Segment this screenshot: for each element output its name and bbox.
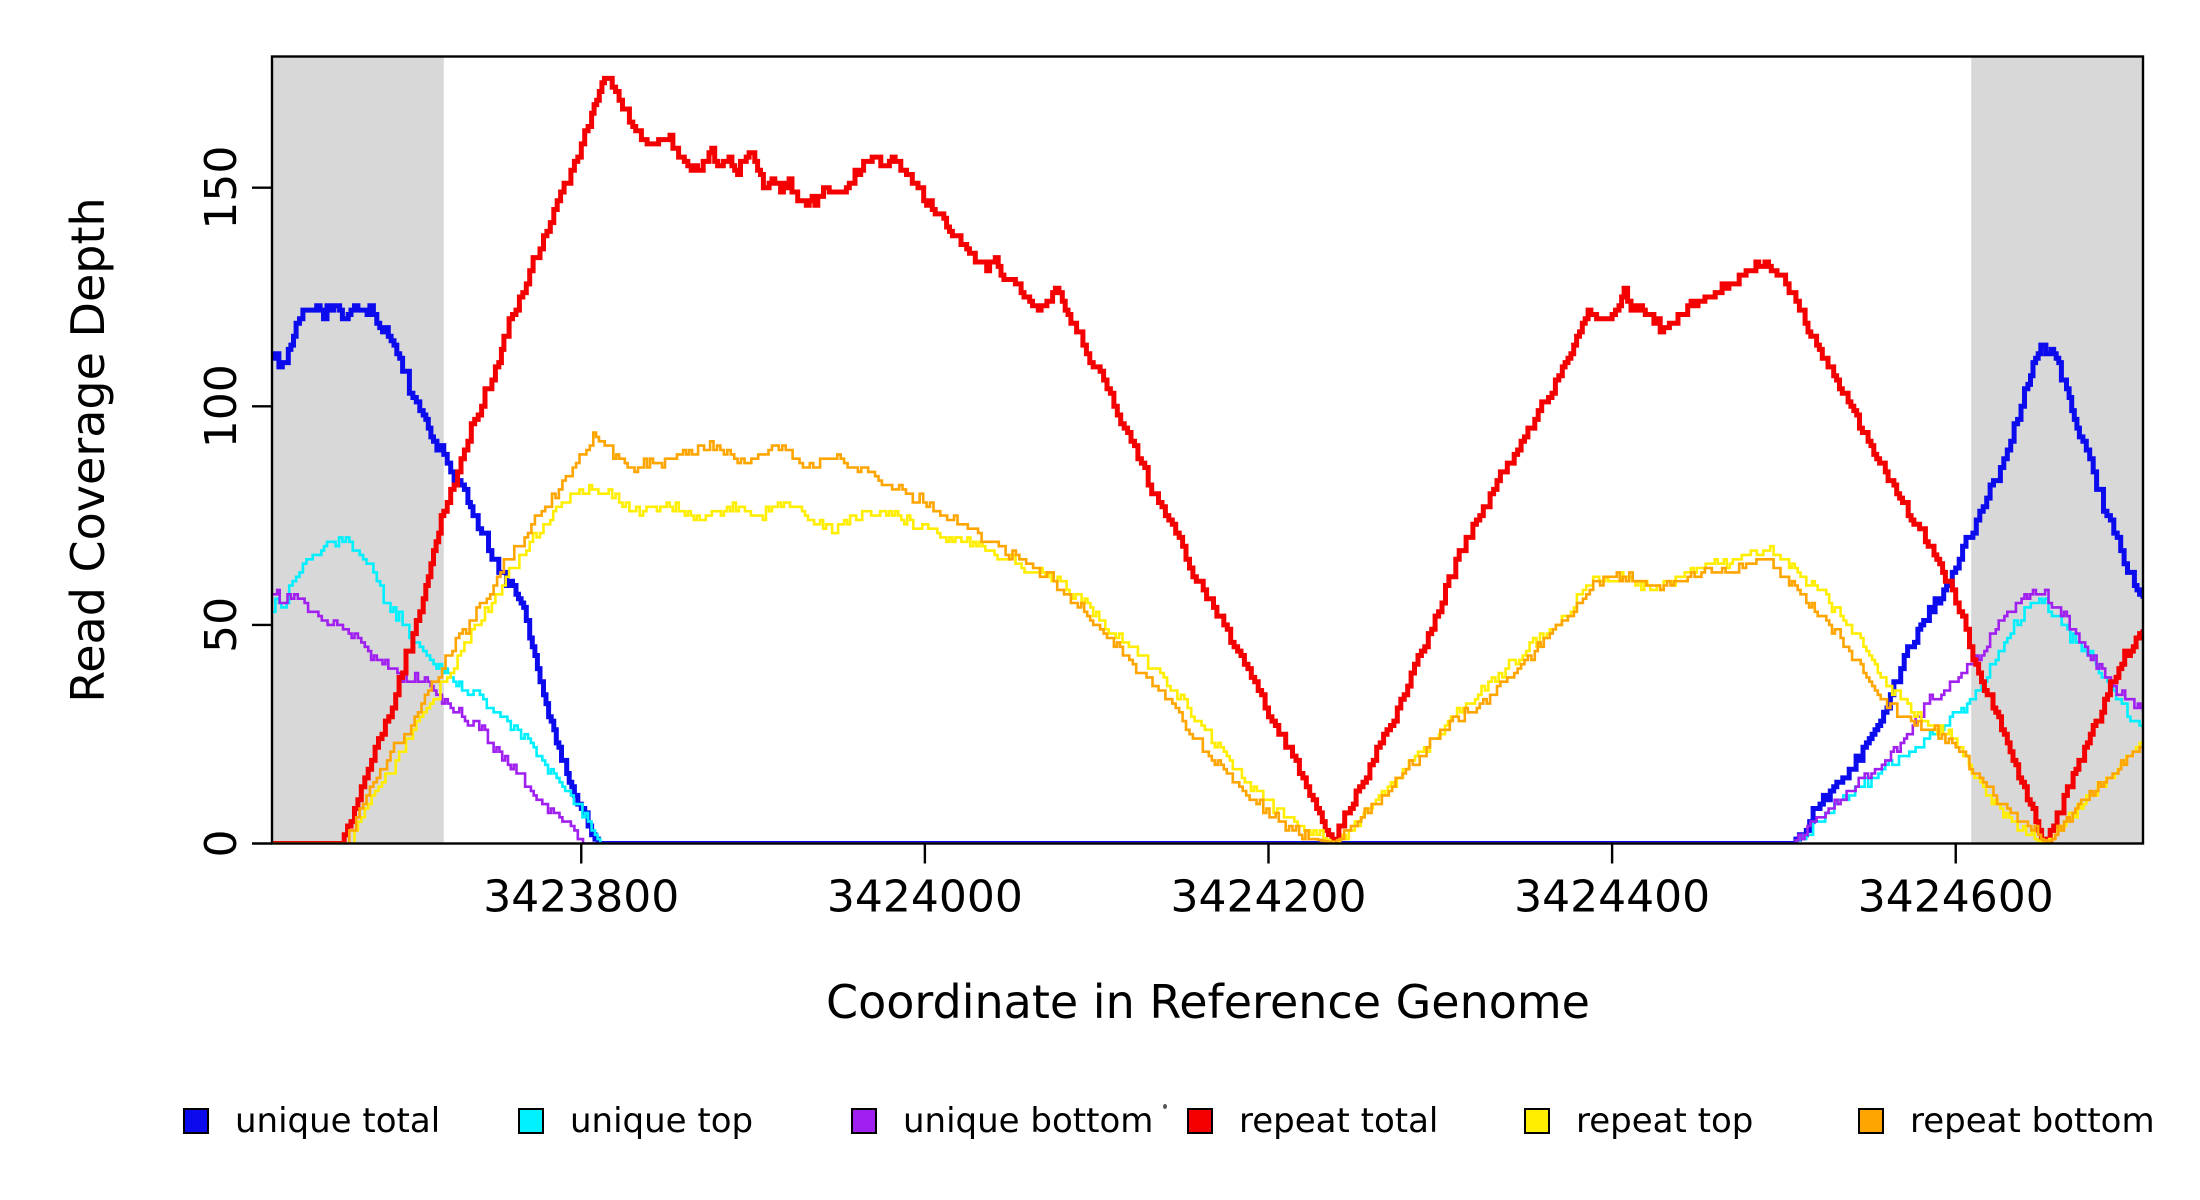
legend-swatch-unique-top (518, 1108, 544, 1134)
y-tick-label: 50 (196, 597, 247, 653)
legend-label: unique top (570, 1101, 754, 1141)
series-unique-top-line (272, 536, 2143, 844)
stray-dot (1163, 1104, 1167, 1109)
legend-item-unique-total: unique total (183, 1104, 440, 1138)
y-tick-label: 100 (196, 364, 247, 448)
legend-label: repeat total (1239, 1101, 1439, 1141)
legend-item-repeat-bottom: repeat bottom (1858, 1104, 2155, 1138)
shaded-band-left-flank (272, 56, 444, 844)
x-tick-label: 3423800 (483, 872, 679, 923)
x-tick-label: 3424600 (1858, 872, 2054, 923)
legend-label: repeat bottom (1910, 1101, 2155, 1141)
legend-item-unique-bottom: unique bottom (851, 1104, 1153, 1138)
legend-swatch-repeat-total (1187, 1108, 1213, 1134)
y-tick-label: 0 (196, 830, 247, 858)
series-repeat-top-line (272, 483, 2143, 844)
y-tick-label: 150 (196, 146, 247, 230)
legend-swatch-unique-total (183, 1108, 209, 1134)
legend-item-unique-top: unique top (518, 1104, 753, 1138)
x-axis-title: Coordinate in Reference Genome (826, 975, 1590, 1029)
legend-label: repeat top (1576, 1101, 1754, 1141)
x-tick-label: 3424000 (827, 872, 1023, 923)
legend-label: unique bottom (903, 1101, 1154, 1141)
x-tick-label: 3424400 (1514, 872, 1710, 923)
shaded-band-right-flank (1971, 56, 2143, 844)
legend-swatch-unique-bottom (851, 1108, 877, 1134)
series-repeat-bottom-line (272, 431, 2143, 844)
plot-border (270, 55, 2145, 845)
series-unique-total-line (272, 303, 2143, 844)
series-repeat-total-line (272, 75, 2143, 844)
legend-item-repeat-top: repeat top (1524, 1104, 1753, 1138)
x-tick-label: 3424200 (1171, 872, 1367, 923)
legend-item-repeat-total: repeat total (1187, 1104, 1438, 1138)
y-axis-title: Read Coverage Depth (61, 197, 115, 703)
legend-label: unique total (235, 1101, 441, 1141)
series-unique-bottom-line (272, 588, 2143, 844)
legend-swatch-repeat-bottom (1858, 1108, 1884, 1134)
legend-swatch-repeat-top (1524, 1108, 1550, 1134)
